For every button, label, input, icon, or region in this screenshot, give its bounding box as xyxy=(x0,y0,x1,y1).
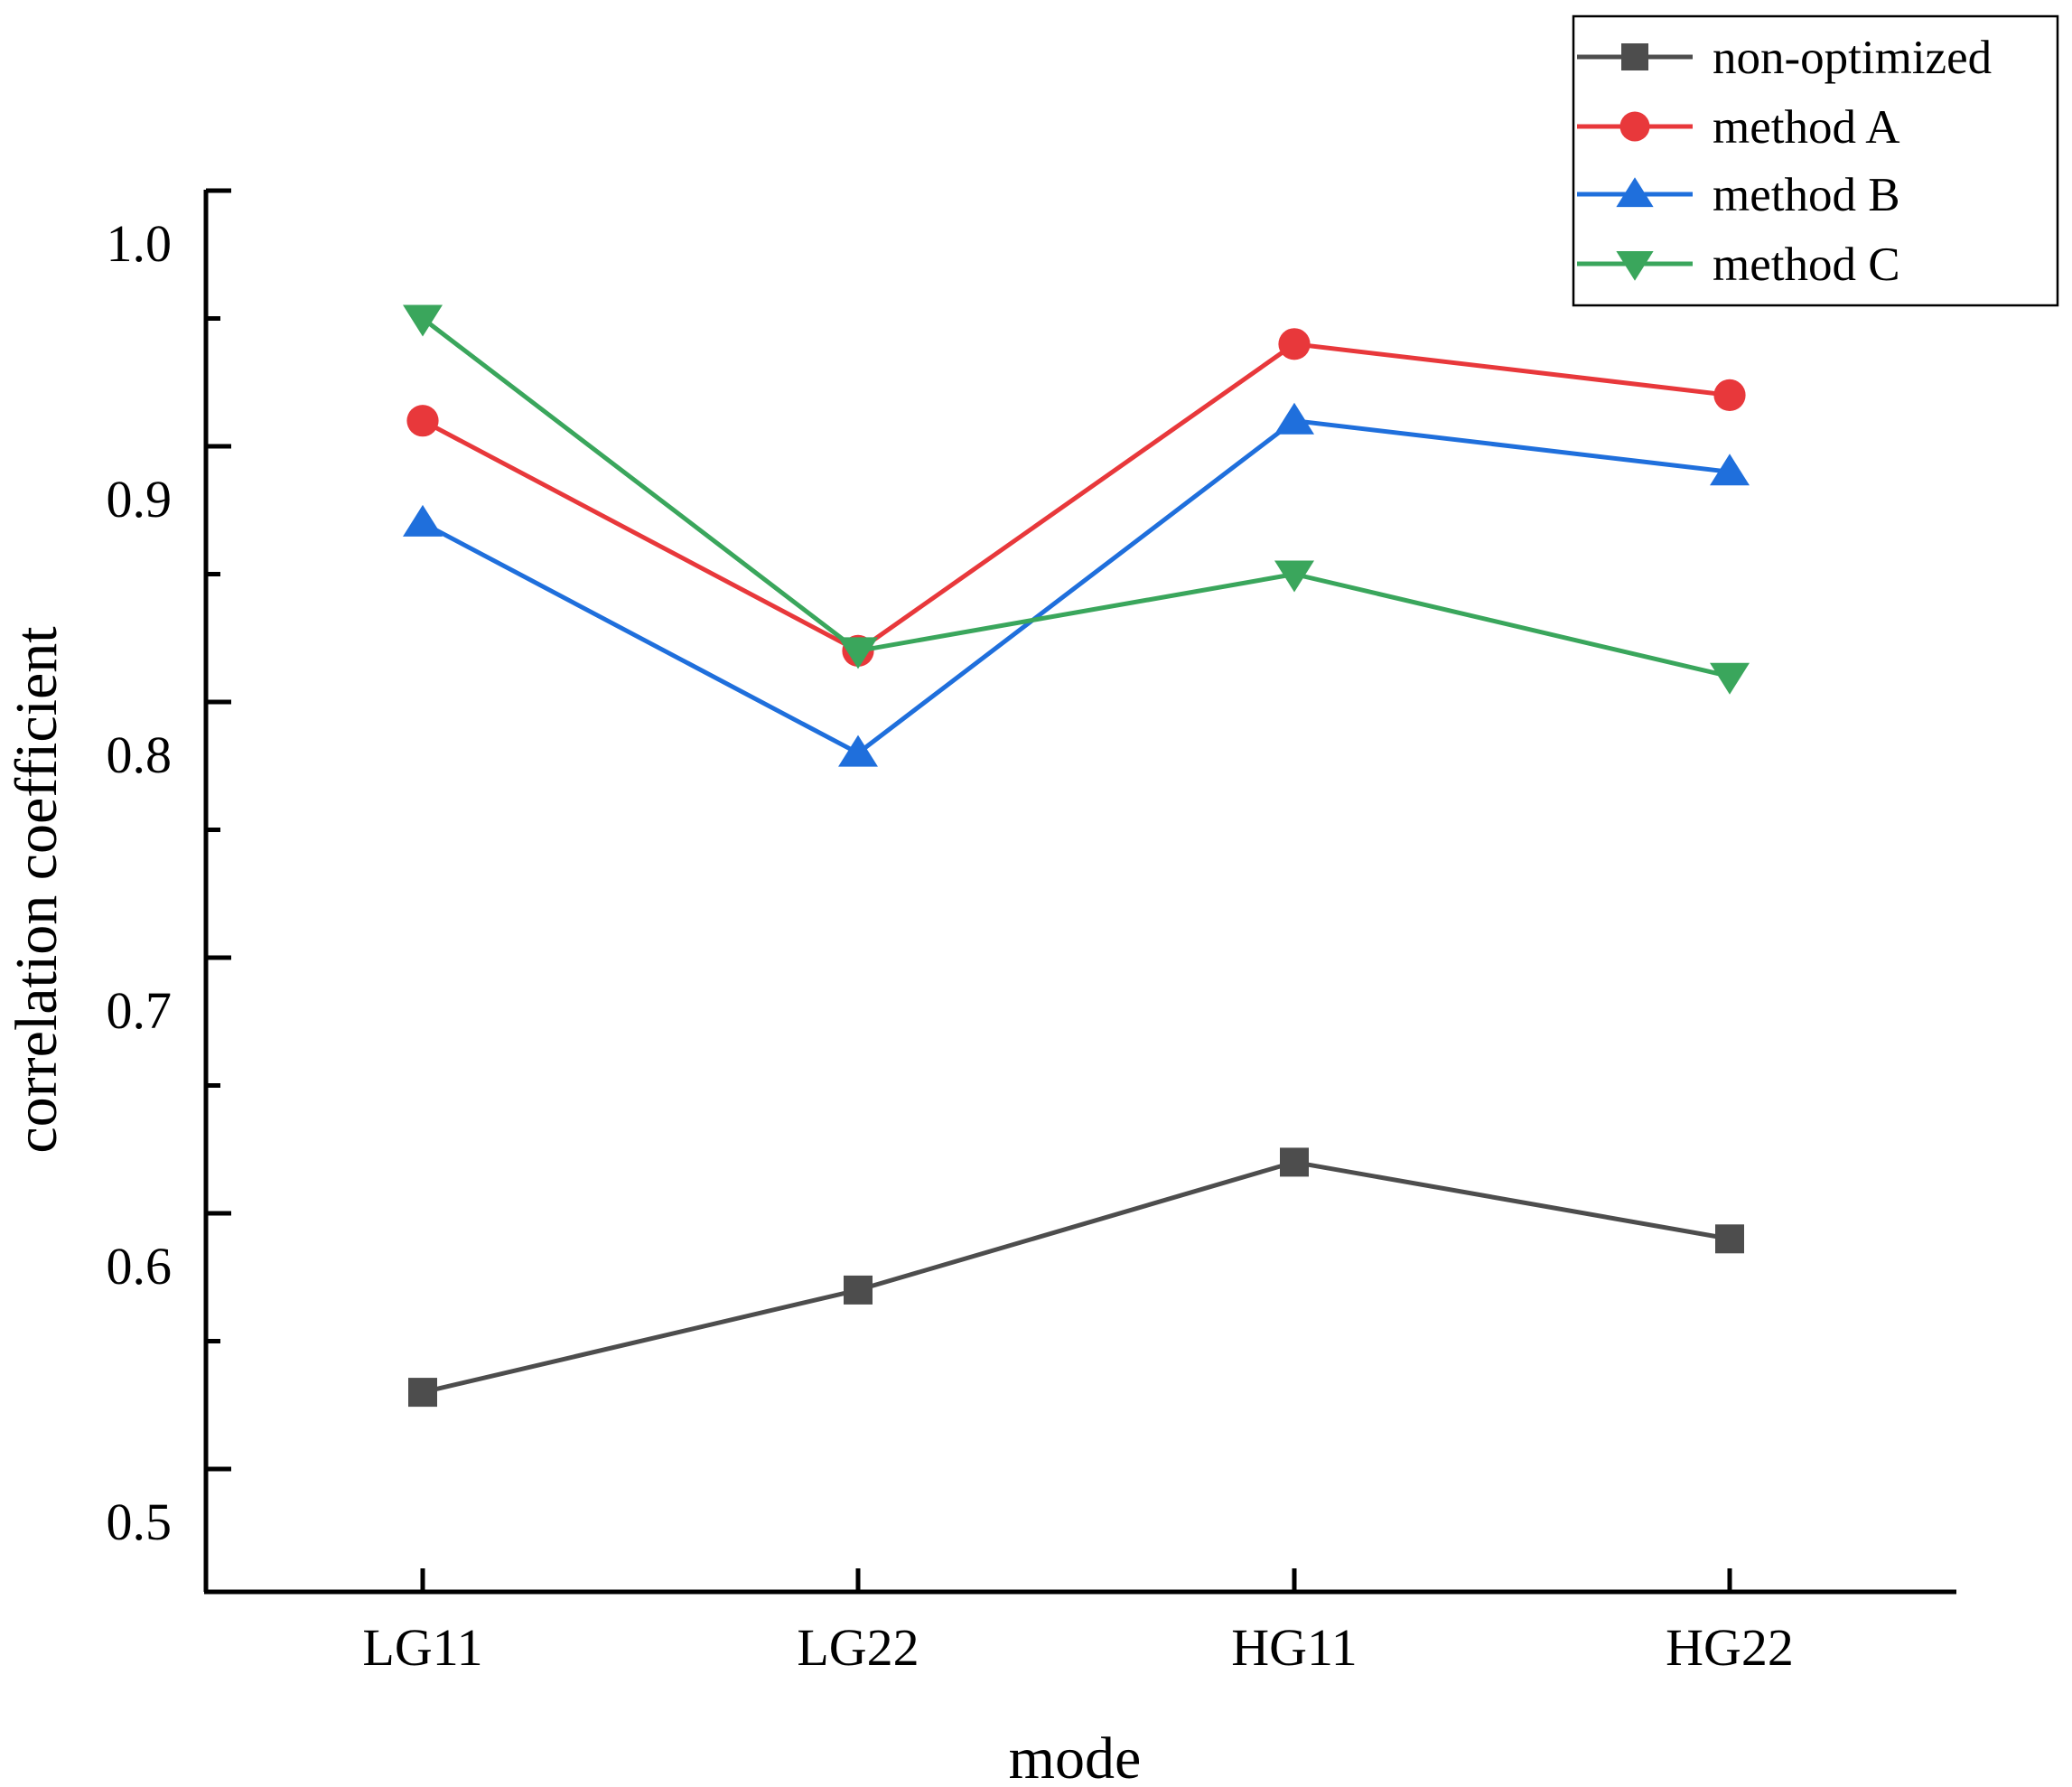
x-tick-label: HG22 xyxy=(1666,1618,1794,1677)
legend-label: method B xyxy=(1713,169,1900,221)
data-point xyxy=(403,304,443,337)
series-non-optimized xyxy=(408,1147,1744,1408)
x-axis-title: mode xyxy=(1009,1726,1142,1787)
data-point xyxy=(1710,454,1750,486)
legend-label: method C xyxy=(1713,239,1900,291)
legend-box xyxy=(1572,14,2059,307)
legend-marker xyxy=(1621,43,1648,70)
series-method-c xyxy=(403,304,1750,695)
data-point xyxy=(408,1378,437,1408)
legend-label: non-optimized xyxy=(1713,32,1992,84)
y-tick-label: 0.8 xyxy=(107,725,173,784)
data-point xyxy=(1274,402,1314,435)
axes xyxy=(203,190,1956,1595)
data-point xyxy=(1280,1147,1309,1177)
y-tick-label: 0.9 xyxy=(107,470,173,529)
data-point xyxy=(1715,1224,1744,1254)
data-point xyxy=(1713,379,1746,411)
legend-marker xyxy=(1616,250,1654,281)
data-point xyxy=(838,734,878,767)
data-point xyxy=(844,1275,873,1305)
y-axis-title: correlation coefficient xyxy=(4,626,70,1153)
data-point xyxy=(1274,560,1314,593)
legend: non-optimized method A method B method C xyxy=(1572,14,2059,307)
y-tick-label: 0.6 xyxy=(107,1237,173,1296)
x-ticks: LG11 LG22 HG11 HG22 xyxy=(362,1568,1794,1677)
y-tick-label: 1.0 xyxy=(107,214,173,273)
series-method-b xyxy=(403,402,1750,767)
series-line xyxy=(421,418,1731,756)
legend-marker xyxy=(1619,111,1650,142)
legend-label: method A xyxy=(1713,101,1900,154)
data-point xyxy=(406,405,439,437)
y-tick-label: 0.5 xyxy=(107,1492,173,1551)
series-line xyxy=(422,1159,1731,1395)
data-point xyxy=(838,637,878,669)
y-ticks: 0.5 0.6 0.7 0.8 0.9 1.0 xyxy=(107,188,231,1551)
legend-marker xyxy=(1616,177,1654,208)
y-tick-label: 0.7 xyxy=(107,981,173,1040)
data-point xyxy=(403,504,443,537)
x-tick-label: LG22 xyxy=(797,1618,919,1677)
data-point xyxy=(1710,662,1750,695)
x-tick-label: HG11 xyxy=(1231,1618,1358,1677)
series-line xyxy=(421,316,1731,679)
x-tick-label: LG11 xyxy=(362,1618,482,1677)
series-method-a xyxy=(406,328,1746,668)
series-layer xyxy=(403,304,1750,1408)
data-point xyxy=(1278,328,1311,360)
series-line xyxy=(421,341,1731,653)
